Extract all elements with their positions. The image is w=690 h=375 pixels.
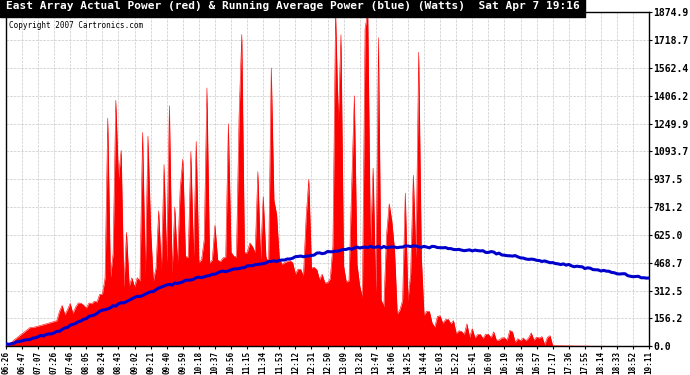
Text: East Array Actual Power (red) & Running Average Power (blue) (Watts)  Sat Apr 7 : East Array Actual Power (red) & Running … bbox=[6, 2, 580, 11]
Text: Copyright 2007 Cartronics.com: Copyright 2007 Cartronics.com bbox=[9, 21, 144, 30]
